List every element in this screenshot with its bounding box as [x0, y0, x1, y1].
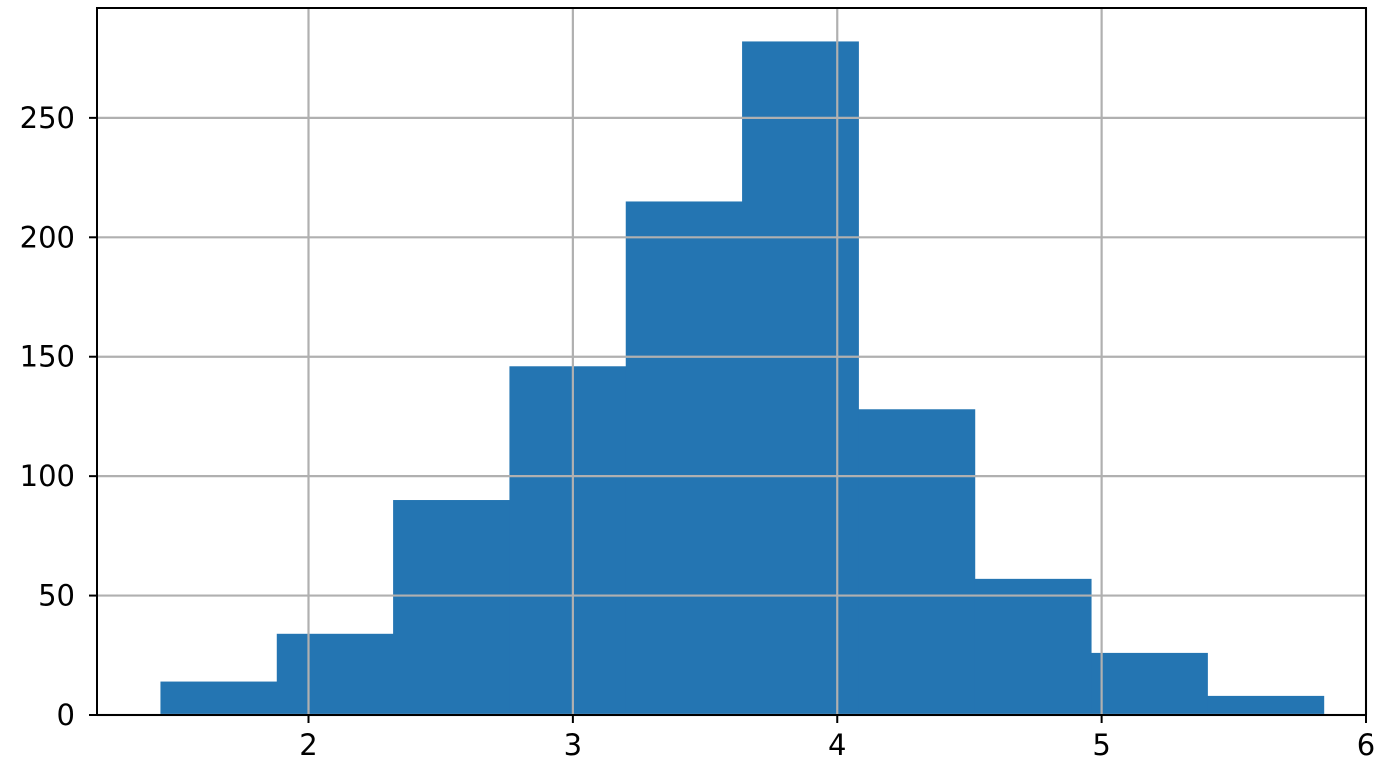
histogram-bar-6 [858, 409, 976, 715]
histogram-bar-3 [509, 366, 627, 715]
histogram-bar-8 [1091, 652, 1208, 715]
histogram-bar-2 [393, 500, 510, 715]
y-tick-label-3: 150 [20, 340, 75, 374]
histogram-bar-7 [974, 578, 1092, 715]
y-tick-label-5: 250 [20, 101, 75, 135]
histogram-bar-1 [276, 633, 394, 715]
y-tick-label-1: 50 [38, 579, 75, 613]
axes-layer [96, 7, 1367, 716]
ticks-layer: 2 3 4 5 6 0 50 100 150 200 250 [20, 101, 1376, 762]
histogram-bar-9 [1207, 695, 1325, 715]
histogram-bar-4 [625, 201, 743, 715]
y-tick-label-4: 200 [20, 220, 75, 254]
plot-frame [96, 7, 1367, 716]
x-tick-label-3: 5 [1092, 728, 1110, 762]
bars-layer [160, 41, 1325, 715]
x-tick-label-4: 6 [1357, 728, 1375, 762]
histogram-bar-0 [160, 681, 278, 715]
x-tick-label-2: 4 [828, 728, 846, 762]
x-tick-label-0: 2 [299, 728, 317, 762]
y-tick-label-0: 0 [57, 698, 75, 732]
x-tick-label-1: 3 [564, 728, 582, 762]
histogram-bar-5 [742, 41, 859, 715]
y-tick-label-2: 100 [20, 459, 75, 493]
